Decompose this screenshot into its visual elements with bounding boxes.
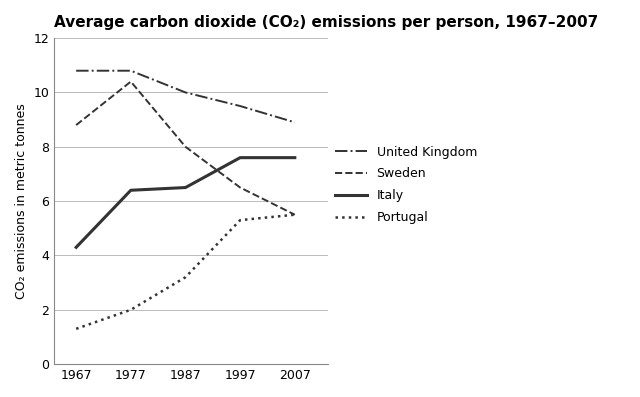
Line: Sweden: Sweden — [76, 81, 295, 215]
Sweden — [127, 79, 134, 84]
Legend: United Kingdom, Sweden, Italy, Portugal: United Kingdom, Sweden, Italy, Portugal — [330, 141, 482, 229]
Italy — [182, 185, 189, 190]
Sweden — [236, 185, 244, 190]
Line: Portugal: Portugal — [76, 215, 295, 329]
Portugal — [72, 326, 80, 331]
Sweden — [72, 123, 80, 127]
Italy — [291, 155, 299, 160]
Italy — [236, 155, 244, 160]
Italy — [127, 188, 134, 193]
United Kingdom — [182, 90, 189, 95]
Italy — [72, 245, 80, 250]
Portugal — [291, 212, 299, 217]
United Kingdom — [127, 68, 134, 73]
Line: Italy: Italy — [76, 158, 295, 247]
Line: United Kingdom: United Kingdom — [76, 71, 295, 122]
United Kingdom — [236, 104, 244, 108]
Text: Average carbon dioxide (CO₂) emissions per person, 1967–2007: Average carbon dioxide (CO₂) emissions p… — [54, 15, 598, 30]
Portugal — [182, 275, 189, 279]
Portugal — [127, 307, 134, 312]
United Kingdom — [72, 68, 80, 73]
United Kingdom — [291, 120, 299, 125]
Sweden — [182, 145, 189, 149]
Y-axis label: CO₂ emissions in metric tonnes: CO₂ emissions in metric tonnes — [15, 103, 28, 299]
Portugal — [236, 218, 244, 223]
Sweden — [291, 212, 299, 217]
